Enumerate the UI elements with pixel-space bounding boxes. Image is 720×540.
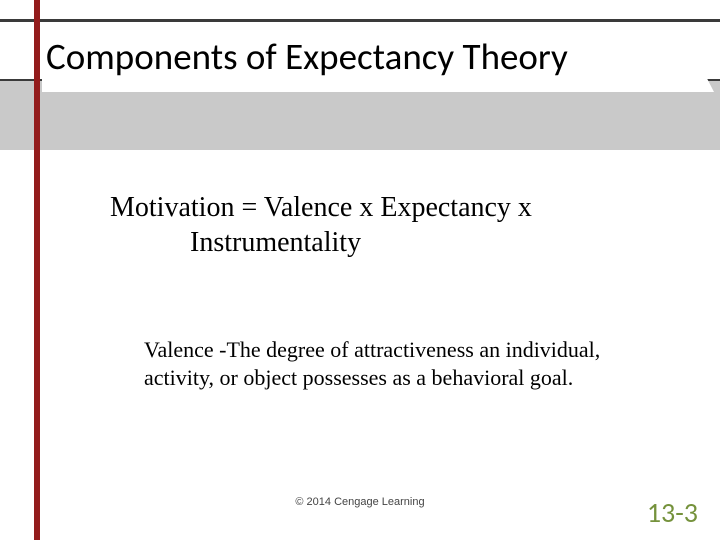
equation-block: Motivation = Valence x Expectancy x Inst…	[110, 190, 640, 260]
page-number: 13-3	[647, 495, 698, 530]
equation-line-2: Instrumentality	[110, 225, 640, 260]
copyright-text: © 2014 Cengage Learning	[0, 496, 720, 508]
slide-title: Components of Expectancy Theory	[46, 34, 568, 79]
slide: Components of Expectancy Theory Motivati…	[0, 0, 720, 540]
equation-line-1: Motivation = Valence x Expectancy x	[110, 190, 640, 225]
vertical-red-accent	[34, 0, 40, 540]
valence-definition: Valence -The degree of attractiveness an…	[144, 336, 614, 392]
top-divider-line	[0, 19, 720, 22]
header-diagonal-accent	[42, 92, 662, 138]
